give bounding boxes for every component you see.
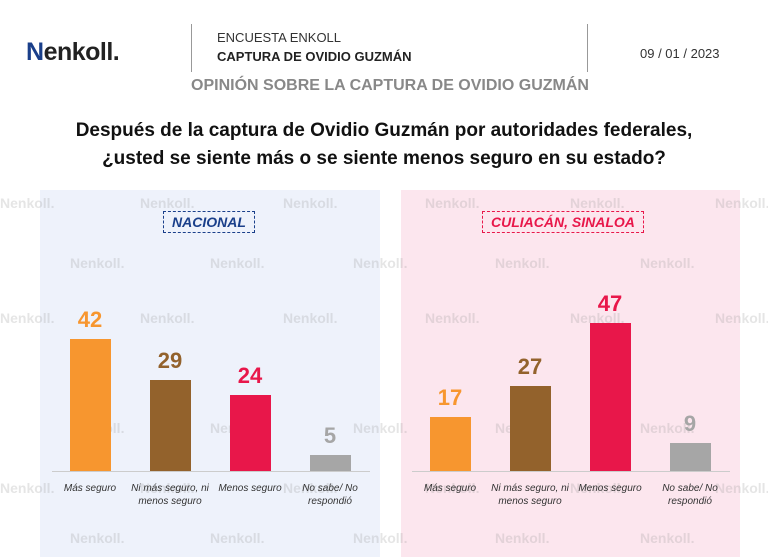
bar bbox=[230, 395, 271, 471]
watermark: Nenkoll. bbox=[0, 195, 55, 211]
data-label: 9 bbox=[683, 410, 697, 436]
category-label: No sabe/ No respondió bbox=[302, 483, 358, 507]
watermark: Nenkoll. bbox=[210, 255, 265, 271]
bar bbox=[590, 322, 631, 471]
watermark: Nenkoll. bbox=[570, 195, 625, 211]
baseline bbox=[52, 471, 370, 472]
category-label: Más seguro bbox=[423, 483, 477, 494]
watermark: Nenkoll. bbox=[425, 195, 480, 211]
watermark: Nenkoll. bbox=[140, 310, 195, 326]
watermark: Nenkoll. bbox=[283, 480, 338, 496]
panel-culiacan bbox=[401, 190, 740, 557]
watermark: Nenkoll. bbox=[715, 480, 768, 496]
subtitle: OPINIÓN SOBRE LA CAPTURA DE OVIDIO GUZMÁ… bbox=[191, 77, 589, 94]
category-label: No sabe/ No respondió bbox=[662, 483, 718, 507]
watermark: Nenkoll. bbox=[640, 420, 695, 436]
watermark: Nenkoll. bbox=[640, 530, 695, 546]
watermark: Nenkoll. bbox=[640, 255, 695, 271]
watermark: Nenkoll. bbox=[140, 195, 195, 211]
data-label: 29 bbox=[157, 347, 183, 373]
watermark: Nenkoll. bbox=[353, 255, 408, 271]
bar bbox=[150, 379, 191, 471]
watermark: Nenkoll. bbox=[715, 195, 768, 211]
bar bbox=[70, 338, 111, 471]
watermark: Nenkoll. bbox=[70, 255, 125, 271]
question: Después de la captura de Ovidio Guzmán p… bbox=[0, 117, 768, 173]
watermark: Nenkoll. bbox=[283, 195, 338, 211]
watermark: Nenkoll. bbox=[283, 310, 338, 326]
divider bbox=[587, 24, 588, 72]
watermark: Nenkoll. bbox=[570, 480, 625, 496]
bar bbox=[670, 442, 711, 471]
enkoll-logo: Nenkoll. bbox=[26, 38, 120, 66]
baseline bbox=[412, 471, 730, 472]
category-label: Más seguro bbox=[63, 483, 117, 494]
data-label: 42 bbox=[77, 306, 103, 332]
watermark: Nenkoll. bbox=[353, 530, 408, 546]
data-label: 27 bbox=[517, 353, 543, 379]
divider bbox=[191, 24, 192, 72]
category-label: Menos seguro bbox=[218, 483, 282, 494]
watermark: Nenkoll. bbox=[495, 255, 550, 271]
question-line: ¿usted se siente más o se siente menos s… bbox=[102, 148, 666, 169]
bar bbox=[510, 385, 551, 471]
data-label: 17 bbox=[437, 385, 463, 411]
watermark: Nenkoll. bbox=[570, 310, 625, 326]
category-label: Ni más seguro, ni menos seguro bbox=[491, 483, 569, 507]
survey-topic: CAPTURA DE OVIDIO GUZMÁN bbox=[217, 49, 412, 64]
watermark: Nenkoll. bbox=[715, 310, 768, 326]
panel-title-culiacan: CULIACÁN, SINALOA bbox=[482, 211, 644, 233]
bar bbox=[430, 417, 471, 471]
watermark: Nenkoll. bbox=[425, 310, 480, 326]
watermark: Nenkoll. bbox=[495, 530, 550, 546]
panel-title-nacional: NACIONAL bbox=[163, 211, 255, 233]
data-label: 47 bbox=[597, 290, 623, 316]
watermark: Nenkoll. bbox=[0, 310, 55, 326]
survey-date: 09 / 01 / 2023 bbox=[640, 46, 720, 61]
survey-name: ENCUESTA ENKOLL bbox=[217, 30, 342, 45]
category-label: Menos seguro bbox=[578, 483, 642, 494]
category-label: Ni más seguro, ni menos seguro bbox=[131, 483, 209, 507]
question-line: Después de la captura de Ovidio Guzmán p… bbox=[75, 120, 693, 141]
watermark: Nenkoll. bbox=[353, 420, 408, 436]
watermark: Nenkoll. bbox=[70, 530, 125, 546]
bar bbox=[310, 455, 351, 471]
watermark: Nenkoll. bbox=[0, 480, 55, 496]
watermark: Nenkoll. bbox=[210, 530, 265, 546]
watermark: Nenkoll. bbox=[425, 480, 480, 496]
data-label: 5 bbox=[323, 423, 337, 449]
data-label: 24 bbox=[237, 363, 263, 389]
watermark: Nenkoll. bbox=[140, 480, 195, 496]
